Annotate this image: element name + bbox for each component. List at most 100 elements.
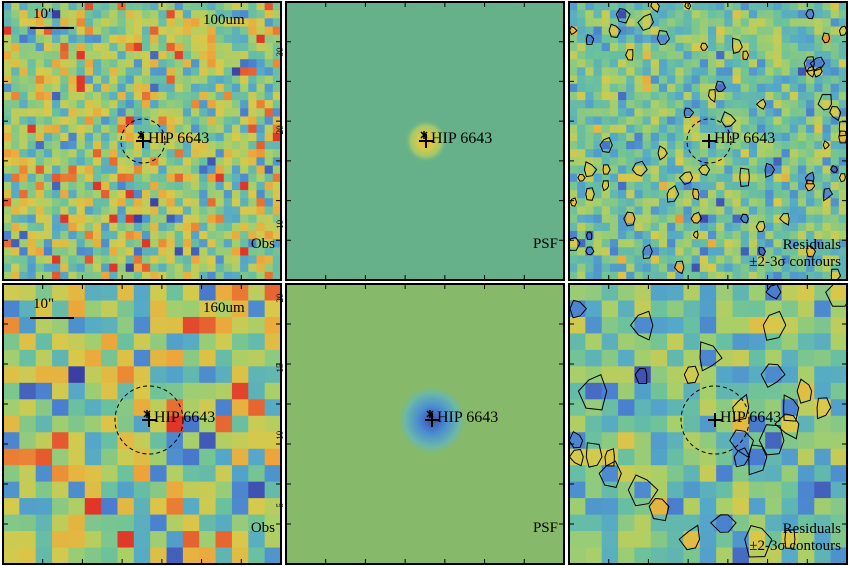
residual-contour — [637, 13, 654, 31]
residual-contour — [657, 145, 668, 161]
residual-contour — [601, 180, 610, 192]
panel-160um-residual: HIP 6643 Residuals±2-3σ contours — [568, 283, 848, 565]
residual-contour — [570, 197, 578, 207]
residual-contour — [666, 184, 680, 203]
panel-frame — [2, 1, 282, 281]
residual-contour — [583, 161, 598, 178]
residual-contour — [813, 66, 823, 78]
residual-contour — [821, 32, 831, 44]
panel-frame — [285, 283, 565, 565]
residual-contour — [585, 187, 595, 201]
residual-contour — [678, 524, 701, 551]
residual-contour — [585, 246, 595, 256]
residual-contour — [598, 460, 622, 488]
source-star-marker — [420, 131, 428, 139]
aperture-circle — [114, 385, 184, 455]
panel-type-label: Obs — [251, 520, 275, 536]
residual-contour — [729, 429, 755, 458]
band-label: 100um — [203, 12, 245, 28]
residual-contour — [838, 25, 847, 36]
residual-contour — [634, 367, 648, 385]
residual-contour — [755, 98, 767, 110]
residual-contour — [758, 246, 767, 257]
residual-contour — [740, 213, 749, 224]
residual-contour — [742, 50, 750, 61]
source-star-marker — [426, 410, 434, 418]
source-plus-marker — [702, 134, 716, 148]
residual-contour — [733, 447, 751, 468]
residual-contour — [692, 230, 699, 240]
residual-contour — [744, 525, 773, 558]
residual-contour — [805, 9, 815, 20]
residual-contour — [816, 397, 832, 420]
residual-contour — [838, 130, 847, 144]
residual-contour — [700, 42, 709, 51]
residual-contour — [830, 268, 842, 280]
scale-bar-label: 10" — [33, 6, 54, 22]
residual-contour — [625, 49, 634, 61]
panel-type-label: Residuals — [783, 237, 841, 253]
residual-contour — [762, 310, 787, 341]
residual-contour — [748, 444, 768, 476]
panel-type-label: Residuals — [783, 521, 841, 537]
residual-contour — [690, 211, 703, 224]
source-label: HIP 6643 — [714, 130, 775, 147]
residual-contour — [764, 162, 776, 178]
residual-contour — [732, 37, 743, 55]
axis-tick-label: 10 — [275, 219, 285, 229]
panel-100um-residual: HIP 6643 Residuals±2-3σ contours — [568, 1, 848, 281]
residual-contour — [825, 284, 847, 307]
residual-contour — [829, 164, 839, 173]
residual-contour — [707, 88, 716, 103]
residual-contour — [779, 212, 790, 226]
residual-contour — [784, 529, 796, 549]
axis-tick-label: 5 — [275, 502, 285, 507]
source-label: HIP 6643 — [437, 409, 498, 426]
scale-bar-label: 10" — [33, 296, 54, 312]
residual-contour — [602, 164, 611, 175]
residual-contour — [698, 164, 711, 176]
residual-contour — [806, 244, 817, 258]
residual-contour — [720, 111, 737, 128]
residual-contour — [699, 341, 723, 372]
residual-contour — [642, 244, 653, 260]
source-star-marker — [143, 410, 151, 418]
panel-type-label: PSF — [533, 236, 558, 252]
axis-tick-label: 20 — [275, 125, 285, 135]
residual-contour — [604, 448, 615, 467]
residual-contour — [804, 179, 816, 192]
residual-contour — [648, 497, 670, 522]
source-label: HIP 6643 — [720, 409, 781, 426]
residual-contour — [714, 80, 727, 93]
residual-contour — [615, 8, 631, 24]
panel-type-label: Obs — [251, 236, 275, 252]
residual-contour — [796, 378, 813, 404]
panel-160um-observed: HIP 6643 10" 160um Obs — [2, 283, 282, 565]
panel-100um-psf: HIP 6643 10 20 30 PSF — [275, 1, 565, 281]
residual-contour — [692, 188, 700, 201]
residual-contour — [656, 30, 670, 46]
residual-contour — [585, 34, 595, 45]
contour-label: ±2-3σ contours — [749, 538, 841, 554]
residual-contour — [585, 442, 603, 468]
residual-contour — [629, 310, 654, 341]
panel-100um-observed: HIP 6643 10" 100um Obs — [2, 1, 282, 281]
axis-tick-label: 15 — [275, 363, 285, 373]
residual-contour — [829, 105, 842, 122]
residual-contour — [822, 140, 830, 150]
scale-bar: 10" — [30, 296, 74, 319]
residual-contour — [838, 173, 846, 183]
panel-frame — [568, 283, 848, 565]
axis-tick-label: 20 — [275, 293, 285, 303]
residual-contour — [783, 394, 800, 422]
residual-contour — [631, 160, 648, 177]
residual-contour — [674, 260, 685, 275]
residual-contour — [585, 231, 593, 240]
residual-contour — [806, 65, 816, 78]
contour-label: ±2-3σ contours — [749, 254, 841, 270]
aperture-circle — [686, 118, 732, 164]
aperture-circle — [120, 118, 166, 164]
residual-contour — [758, 424, 785, 456]
residual-contour — [709, 514, 737, 533]
